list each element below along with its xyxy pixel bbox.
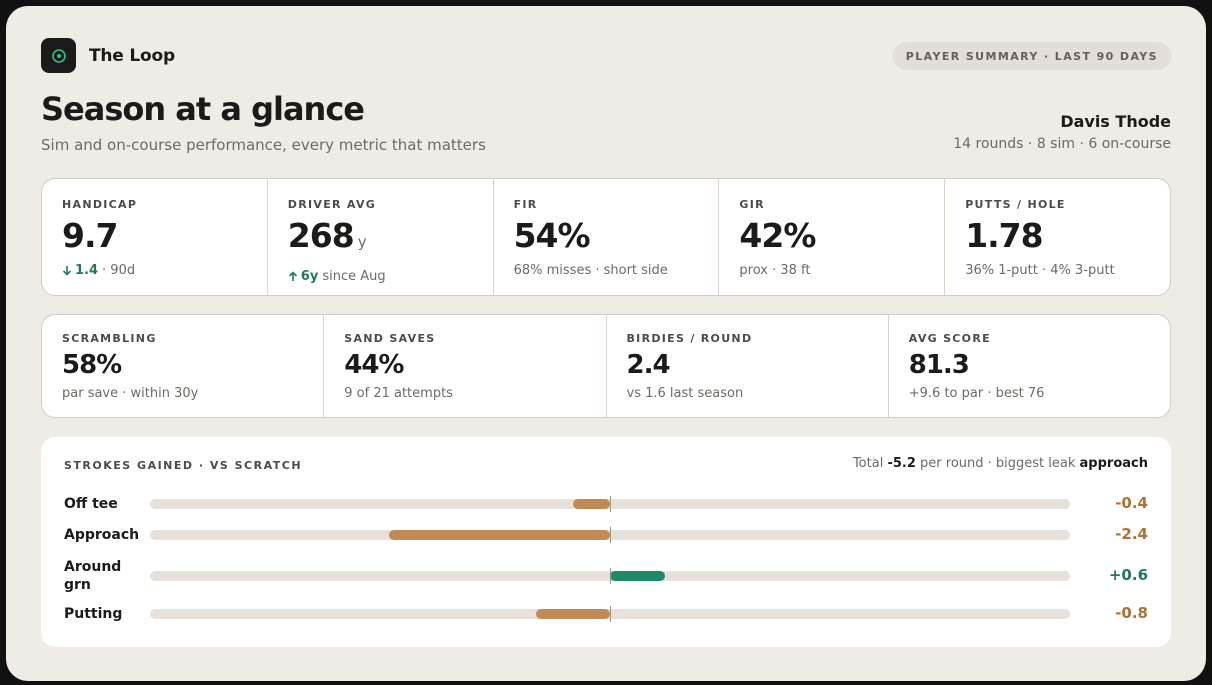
stat-label: BIRDIES / ROUND [626, 332, 753, 345]
stat-value: 44% [344, 350, 404, 380]
stat-delta: 1.4 [62, 263, 98, 278]
sg-label: Off tee [64, 496, 118, 512]
strokes-gained-panel: STROKES GAINED · VS SCRATCH Total -5.2 p… [41, 437, 1171, 647]
stat-card-birdies: BIRDIES / ROUND 2.4 vs 1.6 last season [607, 315, 889, 417]
stat-unit: y [357, 233, 367, 251]
stat-label: PUTTS / HOLE [965, 198, 1066, 211]
strokes-gained-leak: approach [1079, 456, 1148, 471]
sg-zero-line [610, 496, 611, 512]
player-meta: 14 rounds · 8 sim · 6 on-course [953, 136, 1171, 152]
player-name: Davis Thode [1060, 112, 1171, 131]
stat-card-sand-saves: SAND SAVES 44% 9 of 21 attempts [324, 315, 607, 417]
stat-note: par save · within 30y [62, 386, 199, 401]
arrow-down-icon [62, 266, 72, 276]
sg-row-off-tee: Off tee -0.4 [64, 494, 1148, 514]
sg-value: -0.4 [1115, 494, 1148, 512]
stat-card-handicap: HANDICAP 9.7 1.4 · 90d [42, 179, 268, 295]
stat-value: 268 y [287, 216, 367, 255]
app-name: The Loop [89, 45, 175, 66]
stat-card-avg-score: AVG SCORE 81.3 +9.6 to par · best 76 [889, 315, 1170, 417]
sg-bar [389, 530, 610, 540]
stat-label: DRIVER AVG [287, 198, 377, 211]
stats-row-primary: HANDICAP 9.7 1.4 · 90d DRIVER AVG 268 y 6… [41, 178, 1171, 296]
stat-note: +9.6 to par · best 76 [908, 386, 1045, 401]
stat-note: 9 of 21 attempts [344, 386, 453, 401]
stat-delta: 6y [288, 269, 318, 284]
stat-value: 54% [513, 216, 591, 255]
stat-note: 36% 1-putt · 4% 3-putt [965, 263, 1115, 278]
sg-value: +0.6 [1108, 566, 1148, 584]
stats-row-secondary: SCRAMBLING 58% par save · within 30y SAN… [41, 314, 1171, 418]
stat-card-driver-avg: DRIVER AVG 268 y 6y since Aug [268, 179, 494, 295]
stat-card-gir: GIR 42% prox · 38 ft [719, 179, 946, 295]
sg-label: Putting [64, 606, 123, 622]
stat-value: 2.4 [626, 350, 671, 380]
stat-label: AVG SCORE [908, 332, 991, 345]
stat-card-scrambling: SCRAMBLING 58% par save · within 30y [42, 315, 325, 417]
brand: The Loop [41, 38, 175, 73]
sg-track [150, 527, 1070, 543]
sg-label: Approach [64, 527, 140, 543]
sg-zero-line [610, 527, 611, 543]
sg-label: Around grn [64, 559, 122, 593]
stat-value: 42% [739, 216, 816, 255]
logo-icon [41, 38, 76, 73]
stat-card-fir: FIR 54% 68% misses · short side [494, 179, 720, 295]
sg-row-approach: Approach -2.4 [64, 525, 1148, 545]
stat-value: 58% [62, 350, 122, 380]
sg-zero-line [610, 568, 611, 584]
stat-value: 81.3 [908, 350, 970, 380]
stat-note: vs 1.6 last season [626, 386, 744, 401]
sg-row-around-green: Around grn +0.6 [64, 556, 1148, 596]
sg-zero-line [610, 606, 611, 622]
sg-track [150, 496, 1070, 512]
strokes-gained-title: STROKES GAINED · VS SCRATCH [64, 459, 303, 472]
sg-bar [536, 609, 610, 619]
stat-note: 1.4 · 90d [62, 263, 247, 278]
sg-bar [573, 499, 610, 509]
sg-row-putting: Putting -0.8 [64, 604, 1148, 624]
stat-label: FIR [513, 198, 538, 211]
strokes-gained-summary: Total -5.2 per round · biggest leak appr… [852, 456, 1148, 471]
stat-value: 1.78 [965, 216, 1043, 255]
period-badge: PLAYER SUMMARY · LAST 90 DAYS [892, 42, 1171, 70]
sg-bar [610, 571, 666, 581]
sg-track [150, 568, 1070, 584]
stat-label: SCRAMBLING [62, 332, 157, 345]
arrow-up-icon [288, 271, 297, 281]
stat-label: SAND SAVES [344, 332, 436, 345]
stat-note: 68% misses · short side [513, 263, 668, 278]
stat-value: 9.7 [62, 216, 118, 255]
page-title: Season at a glance [41, 90, 365, 128]
stat-note: prox · 38 ft [739, 263, 811, 278]
app-window: The Loop PLAYER SUMMARY · LAST 90 DAYS S… [6, 6, 1206, 681]
sg-track [150, 606, 1070, 622]
stat-label: HANDICAP [62, 198, 138, 211]
stat-label: GIR [739, 198, 765, 211]
sg-value: -2.4 [1115, 525, 1148, 543]
page-subtitle: Sim and on-course performance, every met… [41, 136, 486, 154]
stat-note: 6y since Aug [288, 269, 473, 284]
stat-card-putts: PUTTS / HOLE 1.78 36% 1-putt · 4% 3-putt [945, 179, 1170, 295]
strokes-gained-total: -5.2 [887, 456, 916, 471]
sg-value: -0.8 [1115, 604, 1148, 622]
